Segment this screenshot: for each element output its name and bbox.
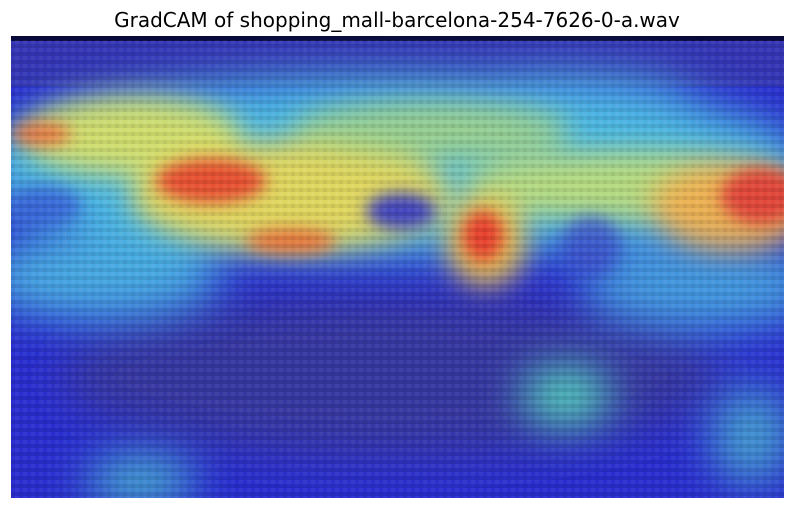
figure-title: GradCAM of shopping_mall-barcelona-254-7… bbox=[114, 8, 680, 32]
heatmap-pixel-texture bbox=[11, 36, 784, 498]
gradcam-heatmap-image bbox=[11, 36, 784, 498]
